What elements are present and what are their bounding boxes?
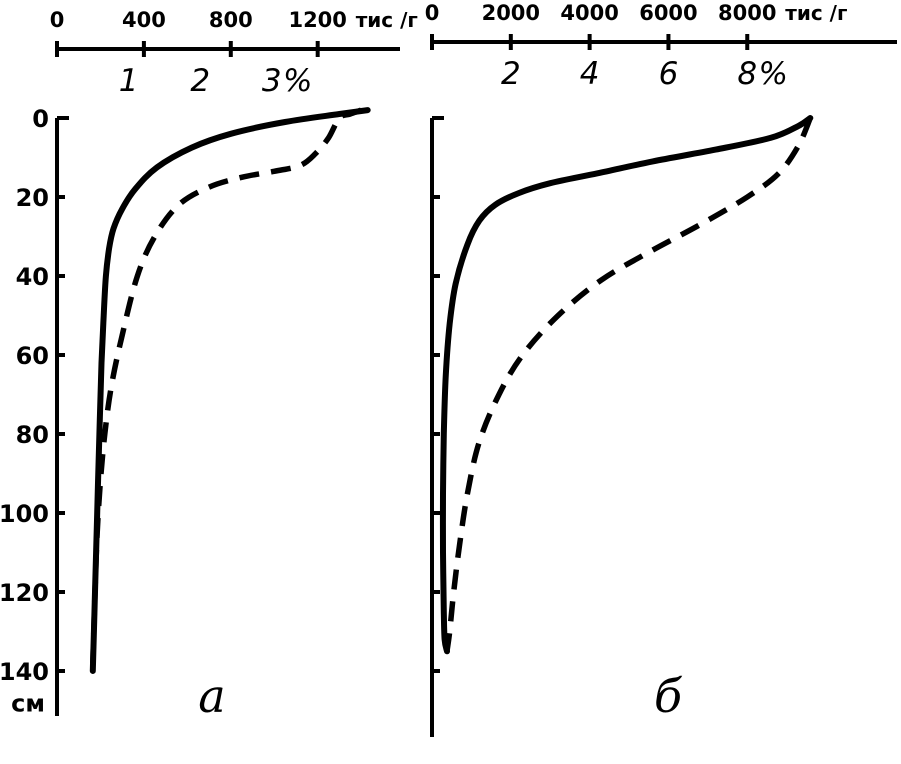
top-tick-label: 800 <box>209 8 253 32</box>
depth-tick-label: 100 <box>0 500 49 528</box>
top-tick-label: 0 <box>425 1 440 25</box>
top-axis-unit: тис /г <box>356 8 418 32</box>
series-line-solid <box>439 115 814 655</box>
depth-tick-label: 60 <box>16 342 49 370</box>
depth-tick-label: 80 <box>16 421 49 449</box>
pct-tick-label: 3 <box>262 63 282 99</box>
panel-label: а <box>198 669 225 723</box>
top-tick-label: 2000 <box>482 1 540 25</box>
top-tick-label: 1200 <box>288 8 346 32</box>
top-tick-label: 4000 <box>560 1 618 25</box>
pct-tick-label: 2 <box>190 63 210 99</box>
series-line-dashed <box>90 107 363 664</box>
depth-axis-unit: см <box>11 690 45 718</box>
pct-tick-label: 4 <box>580 56 600 92</box>
depth-tick-label: 140 <box>0 658 49 686</box>
top-tick-label: 8000 <box>718 1 776 25</box>
pct-axis-unit: % <box>759 56 788 92</box>
pct-axis-unit: % <box>283 63 312 99</box>
depth-tick-label: 40 <box>16 263 49 291</box>
depth-tick-label: 20 <box>16 184 49 212</box>
pct-tick-label: 2 <box>501 56 521 92</box>
panel-label: б <box>654 669 683 723</box>
depth-tick-label: 0 <box>32 105 49 133</box>
depth-tick-label: 120 <box>0 579 49 607</box>
pct-tick-label: 8 <box>737 56 757 92</box>
pct-tick-label: 1 <box>119 63 139 99</box>
top-tick-label: 6000 <box>639 1 697 25</box>
top-tick-label: 400 <box>122 8 166 32</box>
top-axis-unit: тис /г <box>785 1 847 25</box>
pct-tick-label: 6 <box>659 56 679 92</box>
series-line-solid <box>89 107 371 674</box>
top-tick-label: 0 <box>50 8 65 32</box>
series-line-dashed <box>444 116 813 652</box>
